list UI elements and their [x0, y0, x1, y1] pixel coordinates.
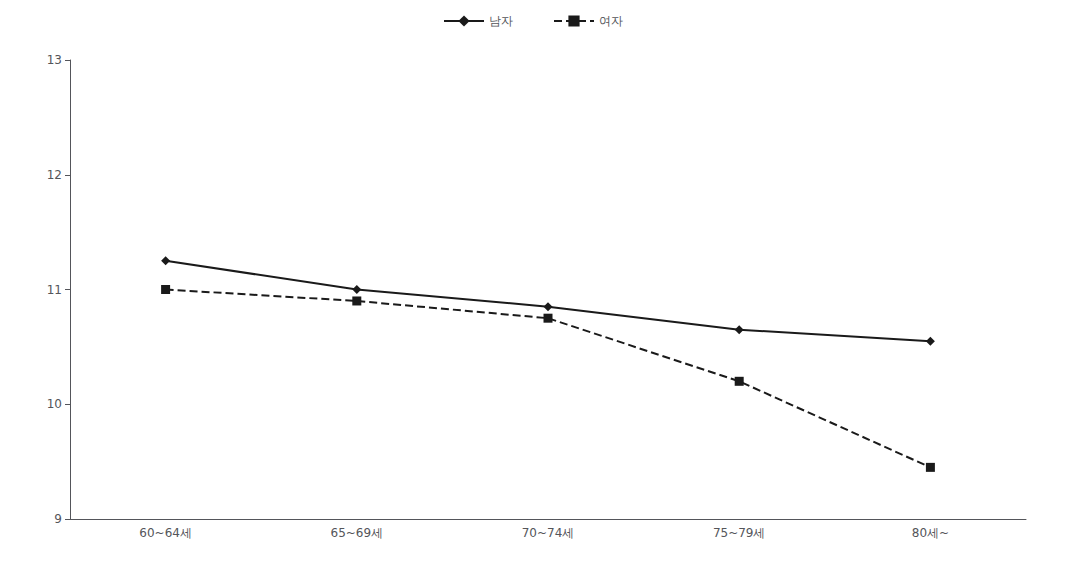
svg-text:70~74세: 70~74세 — [522, 526, 575, 540]
svg-text:12: 12 — [47, 168, 62, 182]
svg-text:9: 9 — [54, 512, 62, 526]
svg-text:75~79세: 75~79세 — [713, 526, 766, 540]
svg-text:10: 10 — [47, 397, 62, 411]
svg-text:여자: 여자 — [599, 14, 623, 28]
svg-text:80세~: 80세~ — [912, 526, 949, 540]
svg-text:13: 13 — [47, 53, 62, 67]
svg-text:60~64세: 60~64세 — [139, 526, 192, 540]
svg-text:남자: 남자 — [489, 14, 513, 28]
svg-text:11: 11 — [47, 283, 62, 297]
svg-text:65~69세: 65~69세 — [331, 526, 384, 540]
